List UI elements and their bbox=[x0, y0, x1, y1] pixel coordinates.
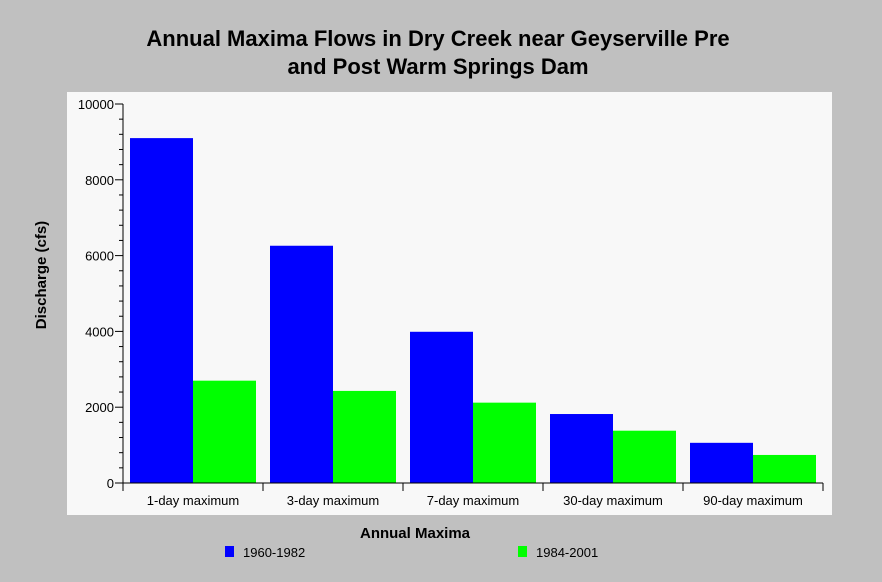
bar-1-2 bbox=[270, 245, 333, 483]
chart-title-line-2: and Post Warm Springs Dam bbox=[287, 54, 588, 79]
chart-title-line-1: Annual Maxima Flows in Dry Creek near Ge… bbox=[146, 26, 729, 51]
y-tick-label: 4000 bbox=[85, 324, 114, 339]
bar-1-5 bbox=[690, 442, 753, 483]
bar-1-3 bbox=[410, 331, 473, 483]
y-tick-label: 0 bbox=[107, 476, 114, 491]
bar-2-1 bbox=[193, 380, 256, 483]
bar-1-1 bbox=[130, 138, 193, 484]
x-tick-label: 1-day maximum bbox=[147, 493, 239, 508]
x-axis-label: Annual Maxima bbox=[360, 525, 471, 542]
y-tick-label: 2000 bbox=[85, 400, 114, 415]
x-tick-label: 7-day maximum bbox=[427, 493, 519, 508]
x-tick-label: 90-day maximum bbox=[703, 493, 803, 508]
bar-2-5 bbox=[753, 454, 816, 483]
bars-group bbox=[130, 138, 816, 484]
x-tick-label: 30-day maximum bbox=[563, 493, 663, 508]
bar-2-2 bbox=[333, 390, 396, 483]
y-tick-label: 10000 bbox=[78, 97, 114, 112]
x-tick-label: 3-day maximum bbox=[287, 493, 379, 508]
legend-label-2: 1984-2001 bbox=[536, 545, 598, 560]
axes-group: 0 2000 4000 6000 8000 10000 1-day maximum 3-day… bbox=[78, 97, 824, 508]
y-tick-label: 6000 bbox=[85, 249, 114, 264]
bar-2-4 bbox=[613, 430, 676, 483]
y-axis-label: Discharge (cfs) bbox=[33, 221, 50, 329]
legend: 1960-1982 1984-2001 bbox=[225, 545, 598, 560]
bar-2-3 bbox=[473, 402, 536, 483]
legend-swatch-1 bbox=[225, 546, 234, 557]
legend-swatch-2 bbox=[518, 546, 527, 557]
bar-1-4 bbox=[550, 414, 613, 483]
y-tick-label: 8000 bbox=[85, 173, 114, 188]
legend-label-1: 1960-1982 bbox=[243, 545, 305, 560]
